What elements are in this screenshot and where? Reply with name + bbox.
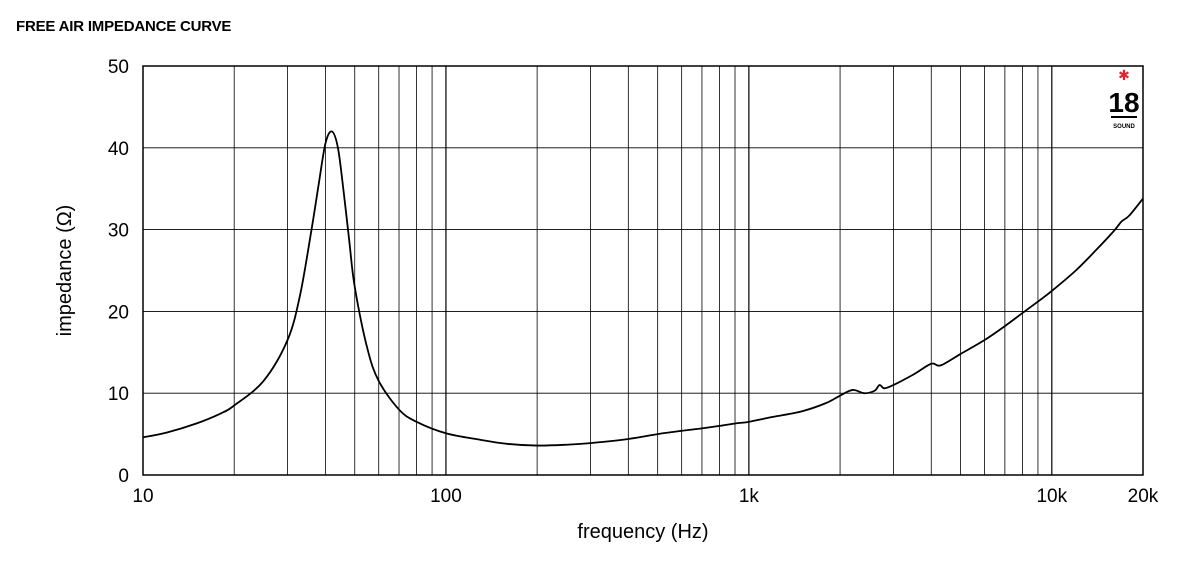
brand-logo-icon: ✱ 18 SOUND <box>1108 68 1139 130</box>
logo-subtext: SOUND <box>1113 124 1135 130</box>
chart-title: FREE AIR IMPEDANCE CURVE <box>16 18 232 35</box>
y-tick-label: 50 <box>108 57 129 78</box>
grid <box>143 66 1143 475</box>
x-tick-label: 20k <box>1128 486 1159 507</box>
plot-frame <box>142 65 1144 476</box>
y-tick-label: 20 <box>108 302 129 323</box>
logo-bar <box>1111 116 1137 118</box>
x-axis-label: frequency (Hz) <box>577 521 708 543</box>
x-tick-label: 100 <box>430 486 462 507</box>
x-tick-label: 10k <box>1036 486 1067 507</box>
y-tick-label: 30 <box>108 221 129 242</box>
impedance-curve <box>142 130 1144 447</box>
x-tick-label: 1k <box>739 486 760 507</box>
logo-number: 18 <box>1108 87 1139 118</box>
y-tick-label: 10 <box>108 384 129 405</box>
y-axis-label: impedance (Ω) <box>54 205 76 337</box>
star-icon: ✱ <box>1118 68 1130 84</box>
x-tick-label: 10 <box>132 486 153 507</box>
y-tick-label: 0 <box>118 466 129 487</box>
y-tick-label: 40 <box>108 139 129 160</box>
